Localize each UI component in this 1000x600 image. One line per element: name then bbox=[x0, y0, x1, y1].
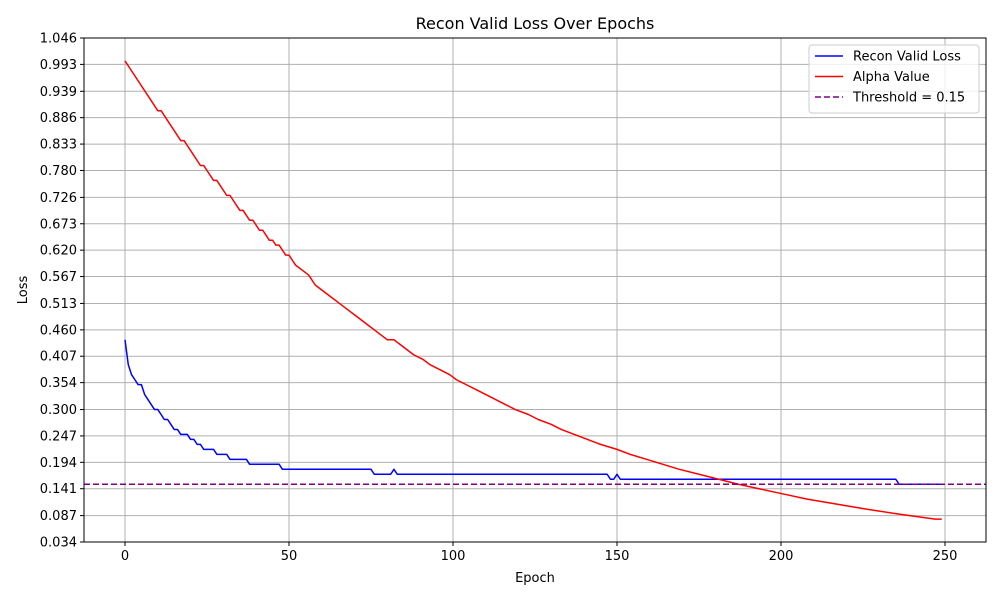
x-axis-ticks: 0 50 100 150 200 250 bbox=[121, 542, 958, 564]
y-axis-ticks: 0.034 0.087 0.141 0.194 0.247 0.300 0.354 0.407… bbox=[40, 32, 84, 551]
x-tick-label: 250 bbox=[933, 549, 958, 564]
y-tick-label: 0.620 bbox=[40, 244, 77, 259]
y-tick-label: 0.993 bbox=[40, 58, 77, 73]
x-axis-label: Epoch bbox=[515, 571, 555, 586]
chart-title: Recon Valid Loss Over Epochs bbox=[416, 14, 655, 33]
x-tick-label: 0 bbox=[121, 549, 129, 564]
y-tick-label: 0.194 bbox=[40, 456, 77, 471]
y-axis-label: Loss bbox=[16, 276, 31, 305]
legend-label-alpha-value: Alpha Value bbox=[853, 70, 930, 85]
y-tick-label: 0.567 bbox=[40, 270, 77, 285]
y-tick-label: 0.780 bbox=[40, 164, 77, 179]
y-tick-label: 0.460 bbox=[40, 323, 77, 338]
legend-label-threshold-0-15: Threshold = 0.15 bbox=[852, 91, 965, 106]
y-tick-label: 0.513 bbox=[40, 297, 77, 312]
x-tick-label: 150 bbox=[605, 549, 630, 564]
x-tick-label: 50 bbox=[281, 549, 298, 564]
y-tick-label: 0.300 bbox=[40, 403, 77, 418]
x-tick-label: 200 bbox=[769, 549, 794, 564]
series-line-recon-valid-loss bbox=[124, 339, 945, 485]
y-tick-label: 0.141 bbox=[40, 482, 77, 497]
series-line-alpha-value bbox=[124, 60, 942, 520]
legend-label-recon-valid-loss: Recon Valid Loss bbox=[853, 50, 961, 65]
y-tick-label: 0.673 bbox=[40, 217, 77, 232]
y-tick-label: 0.034 bbox=[40, 536, 77, 551]
y-tick-label: 0.354 bbox=[40, 376, 77, 391]
y-tick-label: 0.886 bbox=[40, 111, 77, 126]
y-tick-label: 1.046 bbox=[40, 32, 77, 47]
y-tick-label: 0.247 bbox=[40, 429, 77, 444]
plot-series bbox=[84, 60, 986, 520]
x-tick-label: 100 bbox=[441, 549, 466, 564]
y-tick-label: 0.087 bbox=[40, 509, 77, 524]
y-tick-label: 0.407 bbox=[40, 350, 77, 365]
y-tick-label: 0.726 bbox=[40, 191, 77, 206]
plot-frame bbox=[83, 37, 987, 543]
y-tick-label: 0.939 bbox=[40, 85, 77, 100]
legend-box bbox=[808, 44, 980, 114]
y-tick-label: 0.833 bbox=[40, 138, 77, 153]
legend: Recon Valid Loss Alpha Value Threshold = 0… bbox=[808, 44, 980, 114]
